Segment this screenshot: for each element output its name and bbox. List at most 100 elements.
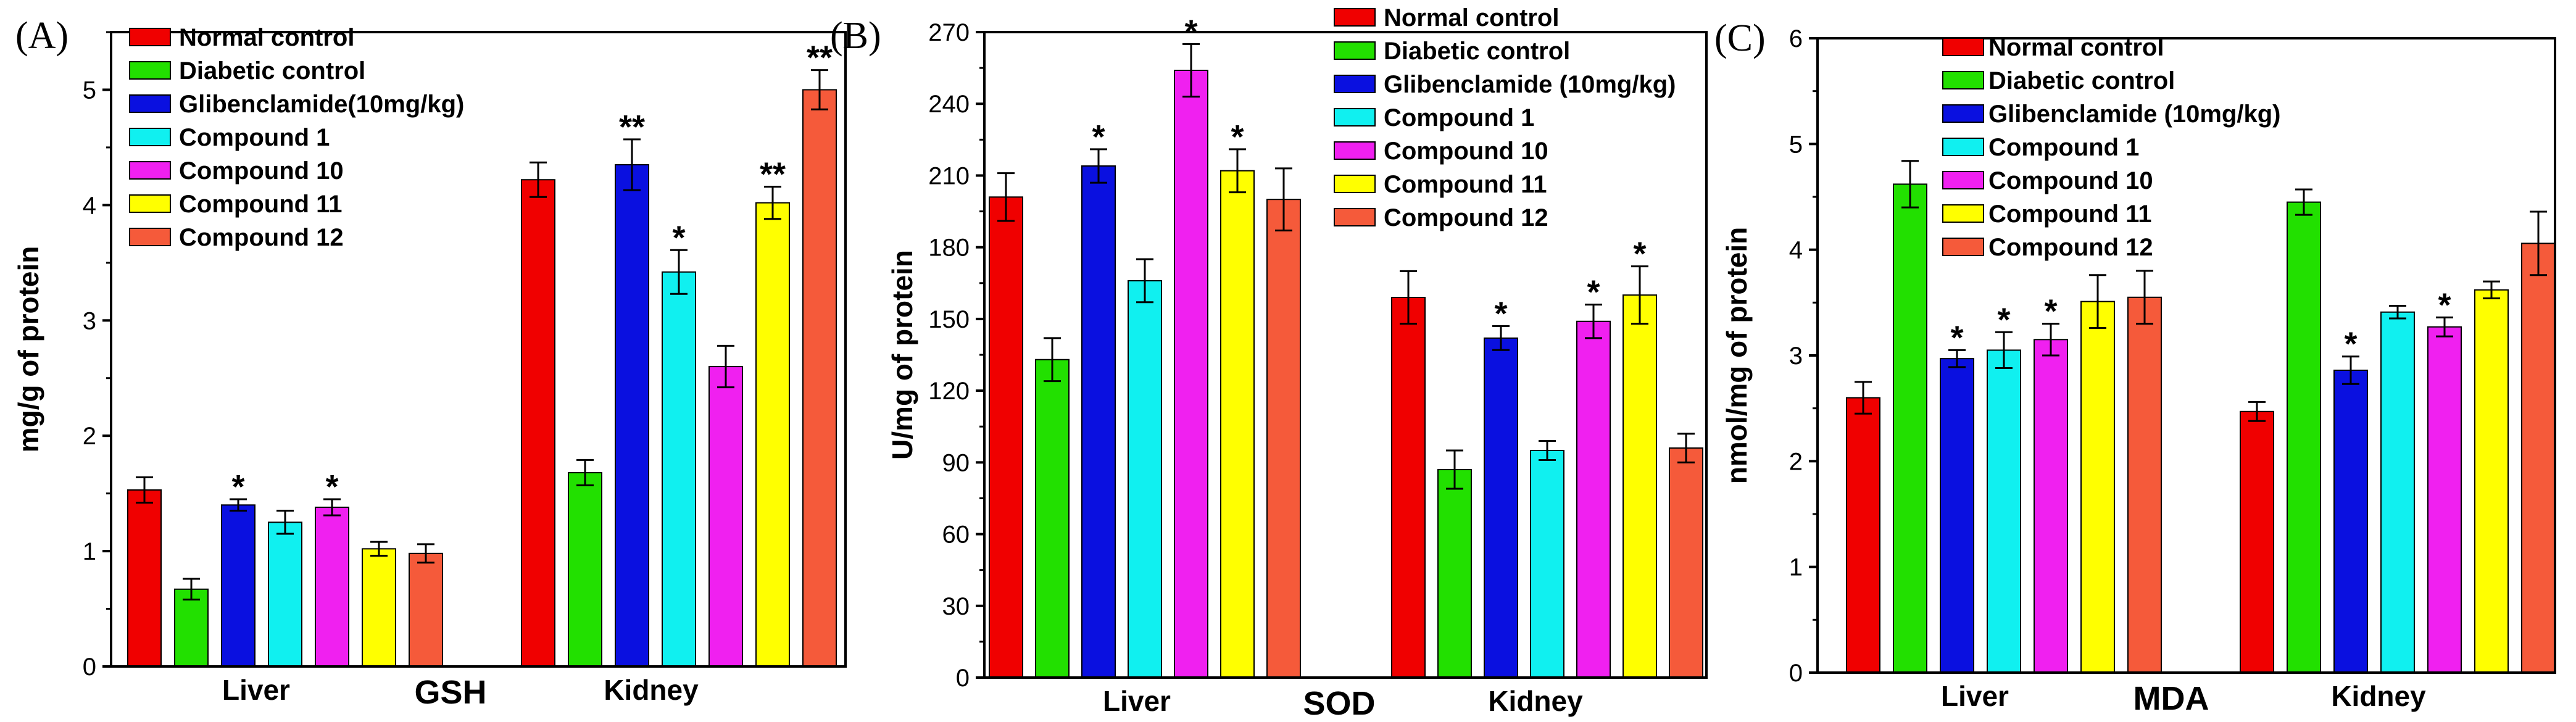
bar [1530, 449, 1564, 678]
legend-swatch [1334, 141, 1376, 160]
y-axis-title: nmol/mg of protein [1721, 227, 1753, 484]
bar [615, 164, 649, 668]
bar [1484, 337, 1518, 678]
legend-label: Glibenclamide (10mg/kg) [1384, 71, 1676, 98]
legend-label: Compound 10 [179, 157, 344, 185]
bar [1622, 294, 1657, 679]
bar [2474, 289, 2509, 674]
bar [1128, 280, 1162, 679]
bar [989, 196, 1023, 678]
y-tick-label: 5 [1789, 131, 1803, 158]
bar [708, 366, 743, 667]
legend-label: Diabetic control [1988, 67, 2175, 94]
bar [1081, 165, 1116, 679]
legend-swatch [1942, 138, 1984, 156]
bar [2380, 311, 2415, 673]
bar [568, 471, 602, 667]
bar [2427, 326, 2462, 673]
legend-swatch [1334, 75, 1376, 93]
significance-marker: * [1997, 301, 2010, 338]
legend-label: Compound 1 [1988, 134, 2139, 161]
legend-swatch [1334, 208, 1376, 226]
legend-swatch [129, 28, 171, 46]
legend: Normal control Diabetic control Glibenclam… [1942, 34, 2280, 261]
y-tick-label: 3 [1789, 342, 1803, 370]
legend-label: Normal control [1988, 34, 2164, 61]
legend-swatch [129, 194, 171, 213]
significance-marker: ** [807, 39, 833, 77]
bar [1174, 69, 1208, 679]
bar [1266, 199, 1301, 678]
bar [2127, 296, 2162, 673]
bar [2521, 243, 2556, 673]
significance-marker: * [1633, 236, 1646, 273]
x-category-label: Liver [222, 674, 290, 706]
y-tick-label: 3 [83, 307, 96, 334]
x-category-label: Liver [1941, 680, 2009, 712]
y-tick-label: 2 [83, 423, 96, 450]
x-category-label: Liver [1103, 685, 1171, 717]
chart-panel-mda: (C) 0 1 2 3 4 5 6 nmol/mg of protein * * * * * Liver Ki… [1714, 17, 2556, 717]
legend-label: Diabetic control [1384, 38, 1570, 65]
legend: Normal control Diabetic control Glibenclam… [1334, 4, 1676, 231]
y-tick-label: 30 [942, 593, 970, 620]
assay-label: SOD [1303, 685, 1375, 722]
y-tick-label: 4 [83, 192, 96, 219]
bar [221, 504, 256, 667]
panel-label: (B) [830, 15, 881, 57]
legend-swatch [1942, 204, 1984, 223]
y-tick-label: 60 [942, 521, 970, 549]
legend-swatch [1942, 38, 1984, 56]
assay-label: MDA [2134, 680, 2209, 717]
bar [1846, 397, 1880, 673]
bar [2240, 410, 2274, 673]
bar [1669, 447, 1703, 678]
significance-marker: * [672, 219, 685, 256]
y-tick-label: 240 [928, 91, 970, 118]
panel-label: (A) [15, 15, 69, 57]
legend-label: Compound 12 [1988, 234, 2153, 261]
legend-label: Compound 11 [1384, 171, 1547, 198]
legend-swatch [129, 161, 171, 180]
y-axis-title: mg/g of protein [12, 246, 44, 453]
legend-label: Compound 10 [1384, 138, 1548, 165]
plot-frame [1816, 37, 2556, 674]
bar [2034, 339, 2068, 673]
y-tick-label: 1 [1789, 554, 1803, 581]
significance-marker: * [1231, 118, 1244, 156]
legend-swatch [129, 128, 171, 146]
y-axis-title: U/mg of protein [886, 250, 918, 460]
bar [1940, 358, 1974, 673]
legend-swatch [129, 94, 171, 113]
x-category-label: Kidney [2331, 680, 2426, 712]
bar [174, 588, 209, 668]
y-tick-label: 1 [83, 538, 96, 565]
bar [1391, 297, 1426, 678]
bar [1220, 170, 1255, 678]
chart-panel-sod: (B) 0 30 60 90 120 150 180 210 240 270 U/mg of prot… [830, 4, 1708, 722]
legend-swatch [1334, 8, 1376, 27]
significance-marker: * [1494, 296, 1507, 333]
bar [802, 89, 837, 668]
legend-label: Glibenclamide (10mg/kg) [1988, 101, 2280, 128]
assay-label: GSH [414, 674, 486, 711]
significance-marker: * [231, 468, 244, 505]
legend-label: Compound 1 [1384, 104, 1534, 131]
bar [1893, 183, 1927, 673]
y-tick-label: 120 [928, 378, 970, 405]
y-tick-label: 90 [942, 449, 970, 476]
plot-frame [983, 31, 1708, 679]
bar [1987, 349, 2021, 673]
significance-marker: * [2044, 293, 2057, 330]
bar [662, 271, 696, 667]
bar [127, 489, 162, 668]
legend-swatch [1334, 108, 1376, 127]
y-tick-label: 2 [1789, 448, 1803, 475]
legend-swatch [1942, 71, 1984, 89]
bar [2333, 369, 2368, 674]
bar [2287, 201, 2321, 674]
y-tick-label: 6 [1789, 25, 1803, 52]
legend-swatch [129, 228, 171, 246]
significance-marker: * [325, 468, 338, 505]
